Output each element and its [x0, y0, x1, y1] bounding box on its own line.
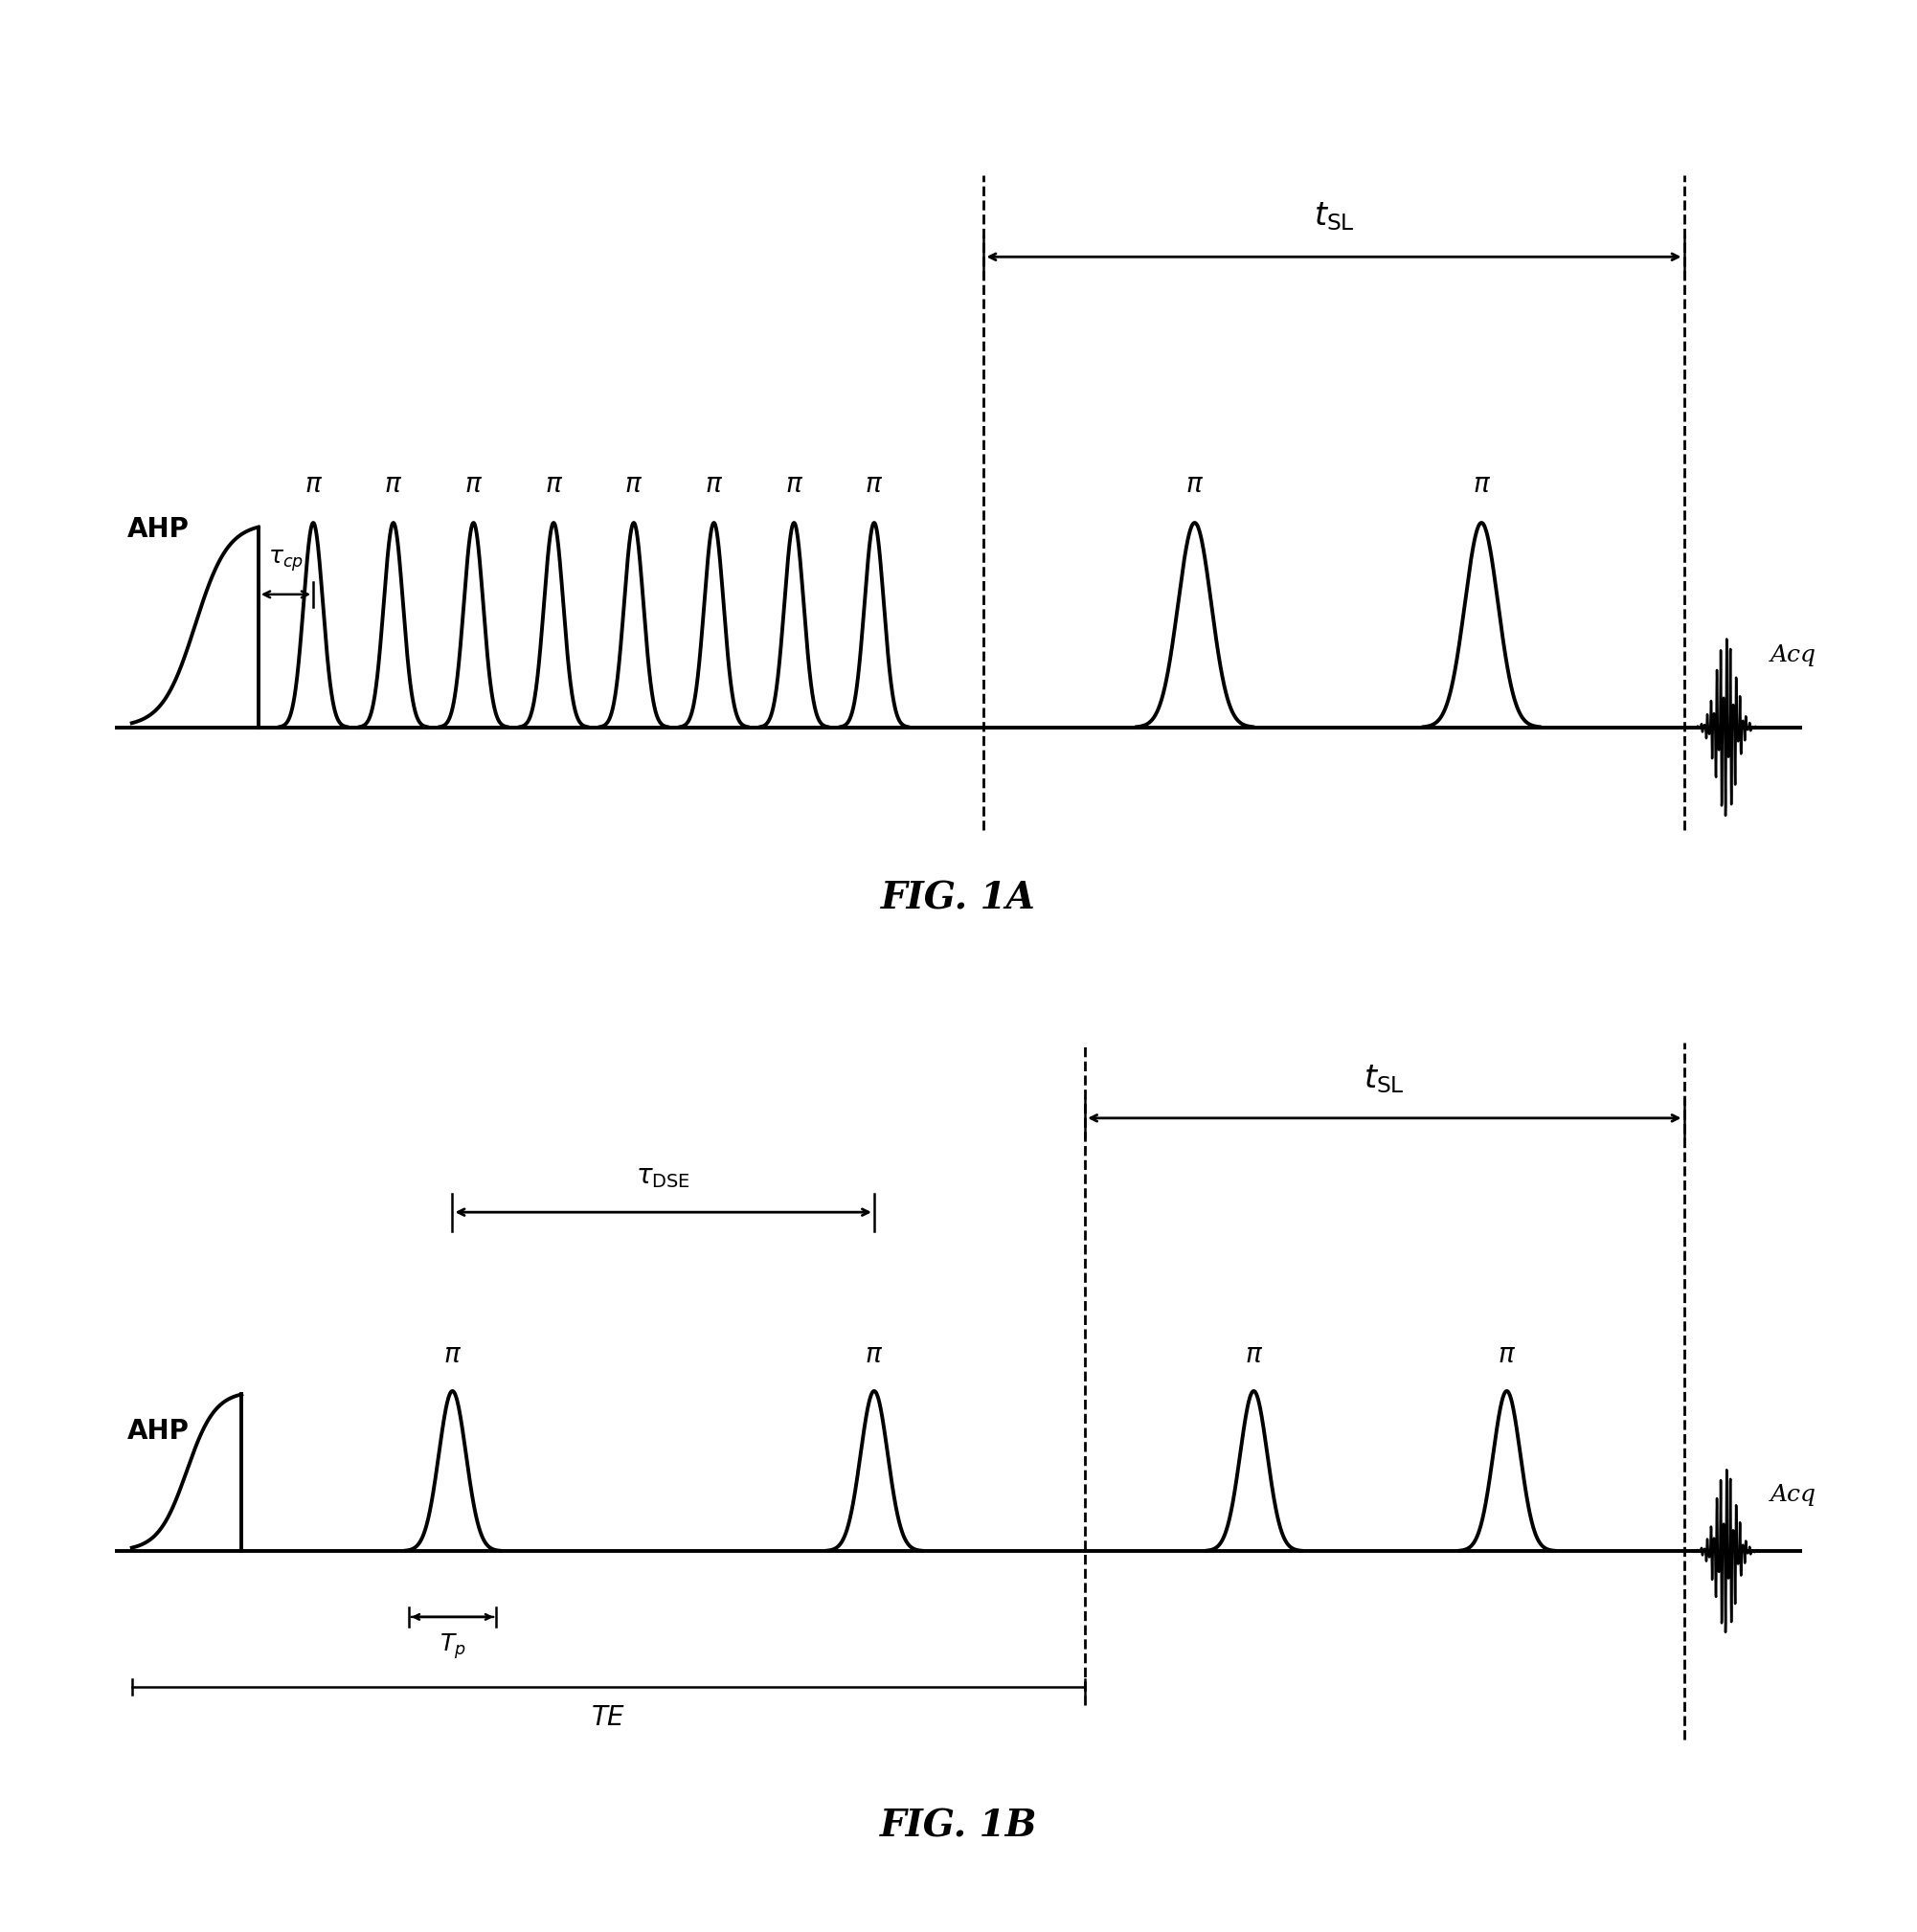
Text: $\pi$: $\pi$: [865, 473, 884, 498]
Text: $\pi$: $\pi$: [305, 473, 322, 498]
Text: $\pi$: $\pi$: [1497, 1343, 1516, 1368]
Text: $\pi$: $\pi$: [625, 473, 642, 498]
Text: $\tau_\mathrm{DSE}$: $\tau_\mathrm{DSE}$: [636, 1163, 690, 1190]
Text: $\tau_{cp}$: $\tau_{cp}$: [268, 549, 303, 574]
Text: $\pi$: $\pi$: [443, 1343, 462, 1368]
Text: FIG. 1A: FIG. 1A: [882, 881, 1035, 916]
Text: $\pi$: $\pi$: [705, 473, 723, 498]
Text: $t_\mathrm{SL}$: $t_\mathrm{SL}$: [1313, 201, 1353, 232]
Text: $\pi$: $\pi$: [1244, 1343, 1263, 1368]
Text: $\pi$: $\pi$: [464, 473, 483, 498]
Text: $\pi$: $\pi$: [784, 473, 803, 498]
Text: $TE$: $TE$: [590, 1706, 625, 1731]
Text: $\pi$: $\pi$: [865, 1343, 884, 1368]
Text: $\pi$: $\pi$: [1472, 473, 1491, 498]
Text: $t_\mathrm{SL}$: $t_\mathrm{SL}$: [1365, 1063, 1405, 1095]
Text: Acq: Acq: [1769, 1484, 1815, 1505]
Text: $T_p$: $T_p$: [439, 1633, 466, 1662]
Text: $\pi$: $\pi$: [544, 473, 564, 498]
Text: Acq: Acq: [1769, 645, 1815, 667]
Text: AHP: AHP: [128, 1418, 190, 1445]
Text: FIG. 1B: FIG. 1B: [880, 1808, 1037, 1843]
Text: $\pi$: $\pi$: [1185, 473, 1204, 498]
Text: AHP: AHP: [128, 516, 190, 543]
Text: $\pi$: $\pi$: [383, 473, 403, 498]
